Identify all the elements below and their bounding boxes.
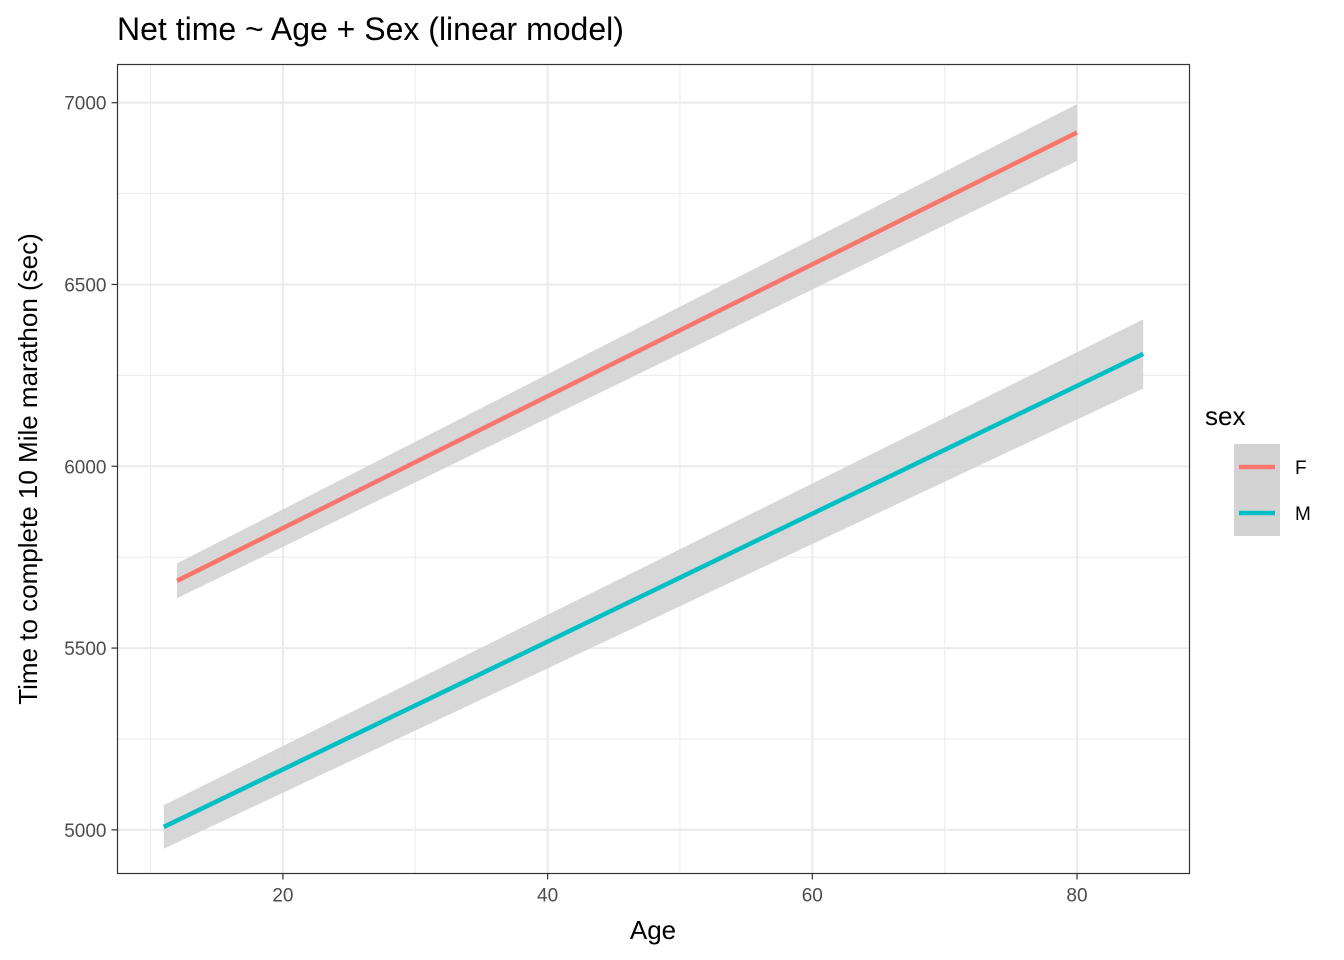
x-tick-label: 20 xyxy=(272,886,293,907)
plot-border xyxy=(116,63,1191,875)
y-tick-label: 5000 xyxy=(64,821,106,842)
y-axis-title: Time to complete 10 Mile marathon (sec) xyxy=(13,233,43,705)
y-tick-label: 5500 xyxy=(64,639,106,660)
y-axis-ticks: 5000 5500 6000 6500 7000 xyxy=(64,94,118,842)
x-tick-label: 60 xyxy=(802,886,823,907)
ribbon-F xyxy=(177,104,1078,599)
regression-lines xyxy=(162,130,1145,829)
series-line-F xyxy=(176,130,1079,583)
series-line-M xyxy=(162,351,1145,829)
legend: sex F M xyxy=(1205,401,1311,536)
x-tick-label: 40 xyxy=(537,886,558,907)
x-axis-ticks: 20 40 60 80 xyxy=(272,873,1088,907)
x-tick-label: 80 xyxy=(1066,886,1087,907)
legend-label-F: F xyxy=(1295,458,1307,479)
y-tick-label: 6000 xyxy=(64,457,106,478)
confidence-ribbons xyxy=(163,104,1144,849)
y-tick-label: 7000 xyxy=(64,94,106,115)
ribbon-M xyxy=(163,319,1144,849)
grid-major xyxy=(117,64,1190,874)
legend-label-M: M xyxy=(1295,504,1311,525)
y-tick-label: 6500 xyxy=(64,275,106,296)
x-axis-title: Age xyxy=(630,915,676,945)
legend-title: sex xyxy=(1205,401,1245,431)
chart-title: Net time ~ Age + Sex (linear model) xyxy=(117,11,624,47)
